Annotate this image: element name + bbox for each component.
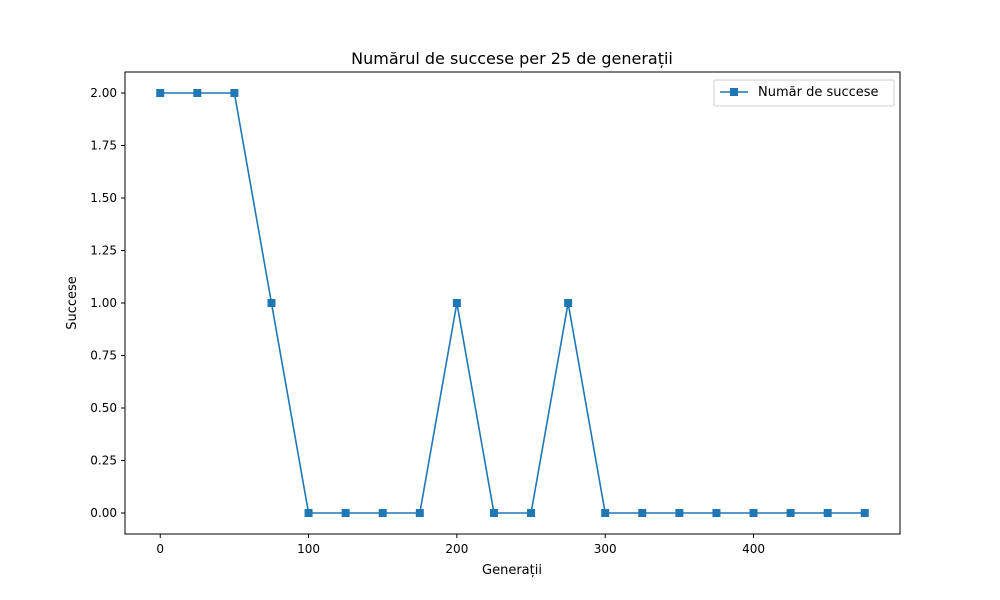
legend-entry-label: Număr de succese bbox=[758, 85, 879, 100]
data-point bbox=[415, 509, 424, 517]
data-point bbox=[267, 299, 276, 307]
y-tick-label: 1.50 bbox=[90, 191, 117, 205]
series-line bbox=[160, 92, 865, 514]
data-point bbox=[452, 299, 461, 307]
data-point bbox=[601, 509, 610, 517]
legend-box bbox=[713, 79, 895, 107]
x-tick-label: 300 bbox=[594, 542, 617, 556]
y-axis-ticks: 0.00 0.25 0.50 0.75 1.00 1.25 1.50 1.75 2.00 bbox=[90, 86, 125, 520]
x-tick-label: 100 bbox=[297, 542, 320, 556]
data-point bbox=[378, 509, 387, 517]
data-point bbox=[823, 509, 832, 517]
legend: Număr de succese bbox=[713, 79, 895, 107]
data-point bbox=[638, 509, 647, 517]
x-tick-label: 200 bbox=[445, 542, 468, 556]
chart-title: Numărul de succese per 25 de generații bbox=[351, 49, 673, 68]
series-layer bbox=[156, 89, 869, 517]
x-axis-ticks: 0 100 200 300 400 bbox=[156, 534, 765, 556]
data-point bbox=[489, 509, 498, 517]
plot-area bbox=[125, 72, 900, 534]
data-point bbox=[712, 509, 721, 517]
x-tick-label: 400 bbox=[742, 542, 765, 556]
data-point bbox=[156, 89, 165, 97]
data-point bbox=[341, 509, 350, 517]
data-point bbox=[527, 509, 536, 517]
legend-marker-swatch bbox=[730, 88, 738, 96]
y-tick-label: 0.50 bbox=[90, 401, 117, 415]
x-axis-label: Generații bbox=[482, 563, 542, 578]
y-tick-label: 1.75 bbox=[90, 139, 117, 153]
y-tick-label: 0.00 bbox=[90, 506, 117, 520]
data-point bbox=[230, 89, 239, 97]
y-tick-label: 1.25 bbox=[90, 244, 117, 258]
data-point bbox=[564, 299, 573, 307]
y-tick-label: 1.00 bbox=[90, 296, 117, 310]
data-point bbox=[193, 89, 202, 97]
y-tick-label: 0.75 bbox=[90, 349, 117, 363]
x-tick-label: 0 bbox=[156, 542, 164, 556]
data-point bbox=[786, 509, 795, 517]
plot-frame bbox=[124, 71, 901, 535]
data-point bbox=[675, 509, 684, 517]
y-tick-label: 2.00 bbox=[90, 86, 117, 100]
y-tick-label: 0.25 bbox=[90, 454, 117, 468]
data-point bbox=[749, 509, 758, 517]
data-point bbox=[860, 509, 869, 517]
y-axis-label: Succese bbox=[65, 276, 80, 330]
data-point bbox=[304, 509, 313, 517]
